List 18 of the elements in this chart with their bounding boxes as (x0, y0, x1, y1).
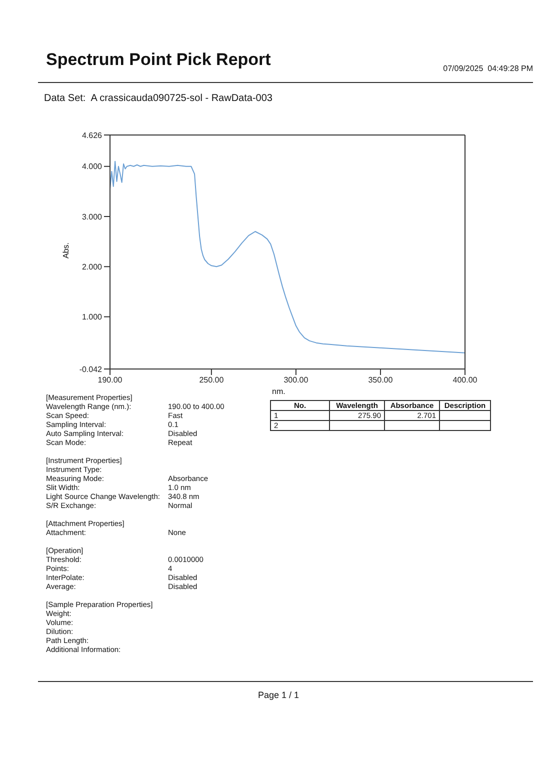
x-tick-label: 190.00 (98, 376, 123, 385)
y-tick-label: 4.626 (82, 130, 103, 140)
x-tick-label: 350.00 (368, 376, 394, 385)
text: Data Set: A crassicauda090725-sol - RawData-003 (44, 93, 272, 104)
y-tick-label: 1.000 (82, 312, 103, 322)
y-tick-label: 3.000 (82, 212, 103, 222)
x-tick-label: 300.00 (284, 376, 309, 385)
x-tick-label: 400.00 (452, 376, 478, 385)
y-tick-label: -0.042 (79, 364, 103, 374)
line-series (110, 160, 465, 354)
y-axis-title: Abs. (62, 242, 71, 259)
y-tick-label: 2.000 (82, 262, 103, 272)
chart-title: Spectrum Point Pick Report (46, 50, 271, 70)
x-axis-title: nm. (272, 387, 286, 396)
y-tick-label: 4.000 (82, 162, 103, 172)
text: 07/09/2025 04:49:28 PM (443, 64, 533, 73)
x-tick-label: 250.00 (199, 376, 224, 385)
text: Page 1 / 1 (258, 690, 300, 700)
